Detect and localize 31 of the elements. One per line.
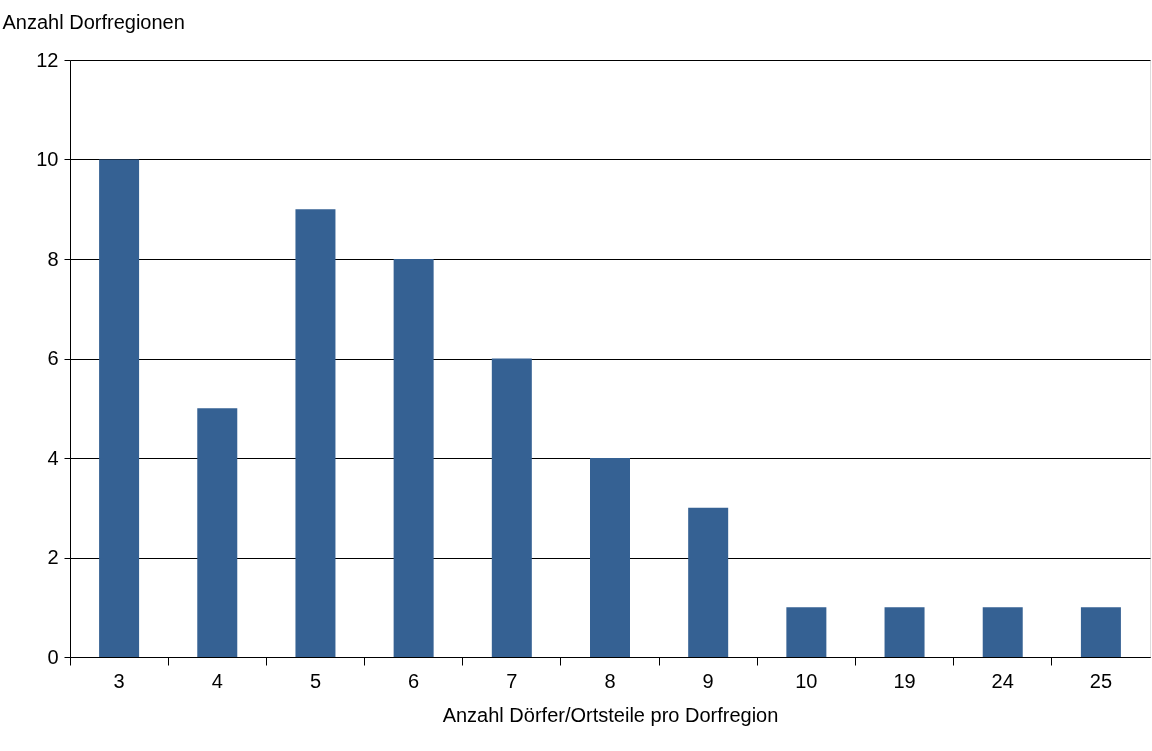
y-tick-label: 4 [47, 446, 59, 469]
x-tick-label: 8 [604, 669, 616, 692]
bar [99, 159, 140, 657]
bar [295, 209, 336, 657]
bar [393, 259, 434, 657]
x-tick-label: 24 [991, 669, 1014, 692]
x-tick-label: 7 [506, 669, 518, 692]
y-axis-title: Anzahl Dorfregionen [2, 10, 185, 33]
bar [197, 408, 238, 657]
bar [786, 607, 827, 657]
x-tick-label: 19 [893, 669, 916, 692]
x-tick-label: 4 [211, 669, 223, 692]
x-tick-label: 3 [113, 669, 125, 692]
bar [491, 358, 532, 657]
y-tick-label: 2 [47, 546, 59, 568]
x-tick-label: 9 [702, 669, 714, 692]
x-axis-title: Anzahl Dörfer/Ortsteile pro Dorfregion [442, 703, 779, 726]
y-tick-label: 12 [36, 48, 59, 71]
x-tick-label: 6 [408, 669, 420, 692]
y-tick-label: 6 [47, 347, 59, 369]
y-tick-label: 0 [47, 645, 59, 668]
bar [982, 607, 1023, 657]
x-tick-label: 10 [795, 669, 818, 692]
bar [688, 507, 729, 657]
bar [884, 607, 925, 657]
x-tick-label: 25 [1089, 669, 1113, 692]
bar [590, 458, 630, 657]
bar [1080, 607, 1121, 657]
y-tick-label: 8 [47, 247, 59, 270]
x-tick-label: 5 [309, 669, 322, 692]
y-tick-label: 10 [36, 148, 59, 170]
